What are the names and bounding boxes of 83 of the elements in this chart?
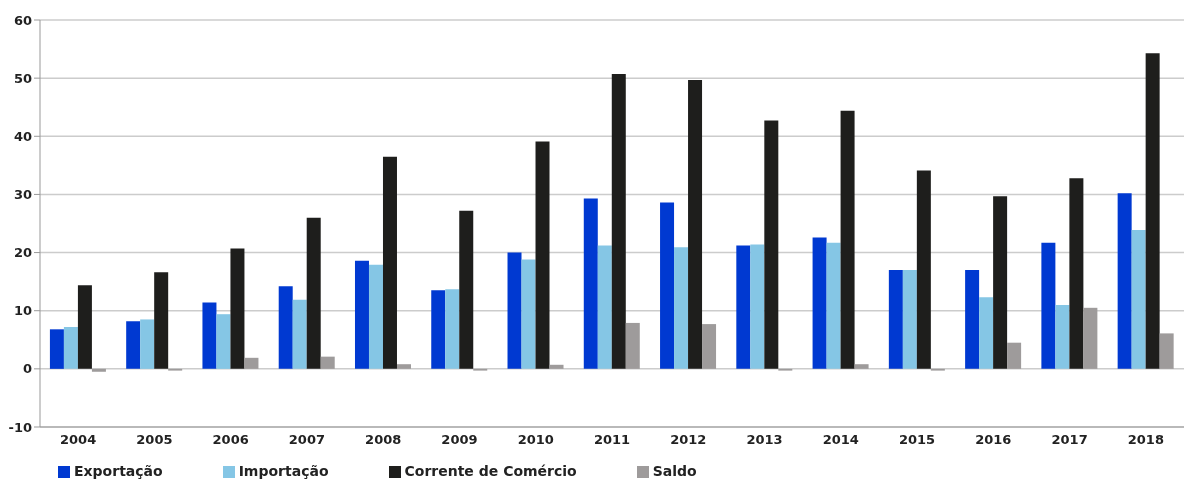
bar	[459, 210, 474, 369]
bar	[507, 252, 522, 369]
bar	[888, 270, 903, 369]
legend-label: Saldo	[652, 463, 697, 479]
x-tick-label: 2018	[1127, 432, 1164, 448]
bar	[583, 198, 598, 369]
bar	[521, 259, 536, 369]
bar	[320, 356, 335, 369]
bar	[1117, 193, 1132, 369]
bar	[140, 319, 155, 369]
bar	[660, 202, 675, 369]
bar	[1159, 333, 1174, 369]
bar	[979, 297, 994, 369]
bar	[431, 290, 446, 369]
bar	[1083, 307, 1098, 369]
bar	[625, 322, 640, 369]
y-tick-label: 0	[22, 361, 32, 377]
x-tick-label: 2013	[746, 432, 783, 448]
x-tick-label: 2017	[1051, 432, 1088, 448]
x-tick-label: 2014	[822, 432, 859, 448]
x-tick-label: 2010	[517, 432, 554, 448]
bar	[368, 264, 383, 369]
bar	[702, 324, 717, 369]
bar	[382, 156, 397, 369]
x-tick-label: 2008	[365, 432, 402, 448]
x-tick-label: 2011	[593, 432, 631, 448]
bar	[77, 285, 92, 369]
bar	[750, 244, 765, 369]
bar	[736, 245, 751, 369]
bar	[1007, 342, 1022, 369]
y-tick-label: 60	[13, 12, 32, 28]
bar	[354, 260, 369, 369]
bar	[764, 120, 779, 369]
y-tick-label: 20	[13, 245, 32, 261]
x-tick-label: 2009	[441, 432, 478, 448]
bar	[216, 314, 231, 369]
legend-label: Exportação	[74, 463, 163, 479]
x-tick-label: 2007	[288, 432, 326, 448]
bar	[549, 364, 564, 369]
bar	[244, 357, 259, 369]
legend-label: Corrente de Comércio	[404, 463, 577, 479]
bar	[535, 141, 550, 369]
bar	[306, 217, 321, 369]
bar	[916, 170, 931, 369]
x-tick-label: 2004	[60, 432, 97, 448]
x-tick-label: 2006	[212, 432, 249, 448]
bar	[1041, 242, 1056, 369]
x-tick-label: 2015	[898, 432, 936, 448]
bar	[126, 321, 141, 369]
bar	[993, 196, 1008, 369]
x-tick-label: 2005	[136, 432, 173, 448]
bar	[826, 242, 841, 369]
bar	[1131, 229, 1146, 369]
y-tick-label: 40	[13, 128, 32, 144]
bar	[854, 364, 869, 369]
y-tick-label: 10	[13, 303, 32, 319]
bar	[91, 368, 106, 372]
bar	[154, 272, 169, 369]
bar	[812, 237, 827, 369]
bar	[1069, 178, 1084, 369]
bar	[840, 110, 855, 369]
legend-label: Importação	[238, 463, 329, 479]
bar	[445, 289, 460, 369]
bar	[1055, 304, 1070, 369]
bar	[674, 247, 689, 369]
bar	[965, 270, 980, 369]
y-tick-label: 30	[13, 187, 32, 203]
y-tick-label: -10	[8, 419, 32, 435]
bar	[292, 299, 307, 369]
bar	[688, 79, 703, 369]
bar	[396, 364, 411, 369]
bar	[230, 248, 245, 369]
bar	[611, 74, 626, 369]
x-tick-label: 2012	[670, 432, 707, 448]
bar	[1145, 53, 1160, 369]
bar	[278, 286, 293, 369]
bar	[202, 302, 217, 369]
bar	[597, 245, 612, 369]
bar	[902, 270, 917, 369]
bar	[63, 326, 78, 369]
y-tick-label: 50	[13, 70, 32, 86]
bar	[49, 329, 64, 369]
x-tick-label: 2016	[975, 432, 1012, 448]
